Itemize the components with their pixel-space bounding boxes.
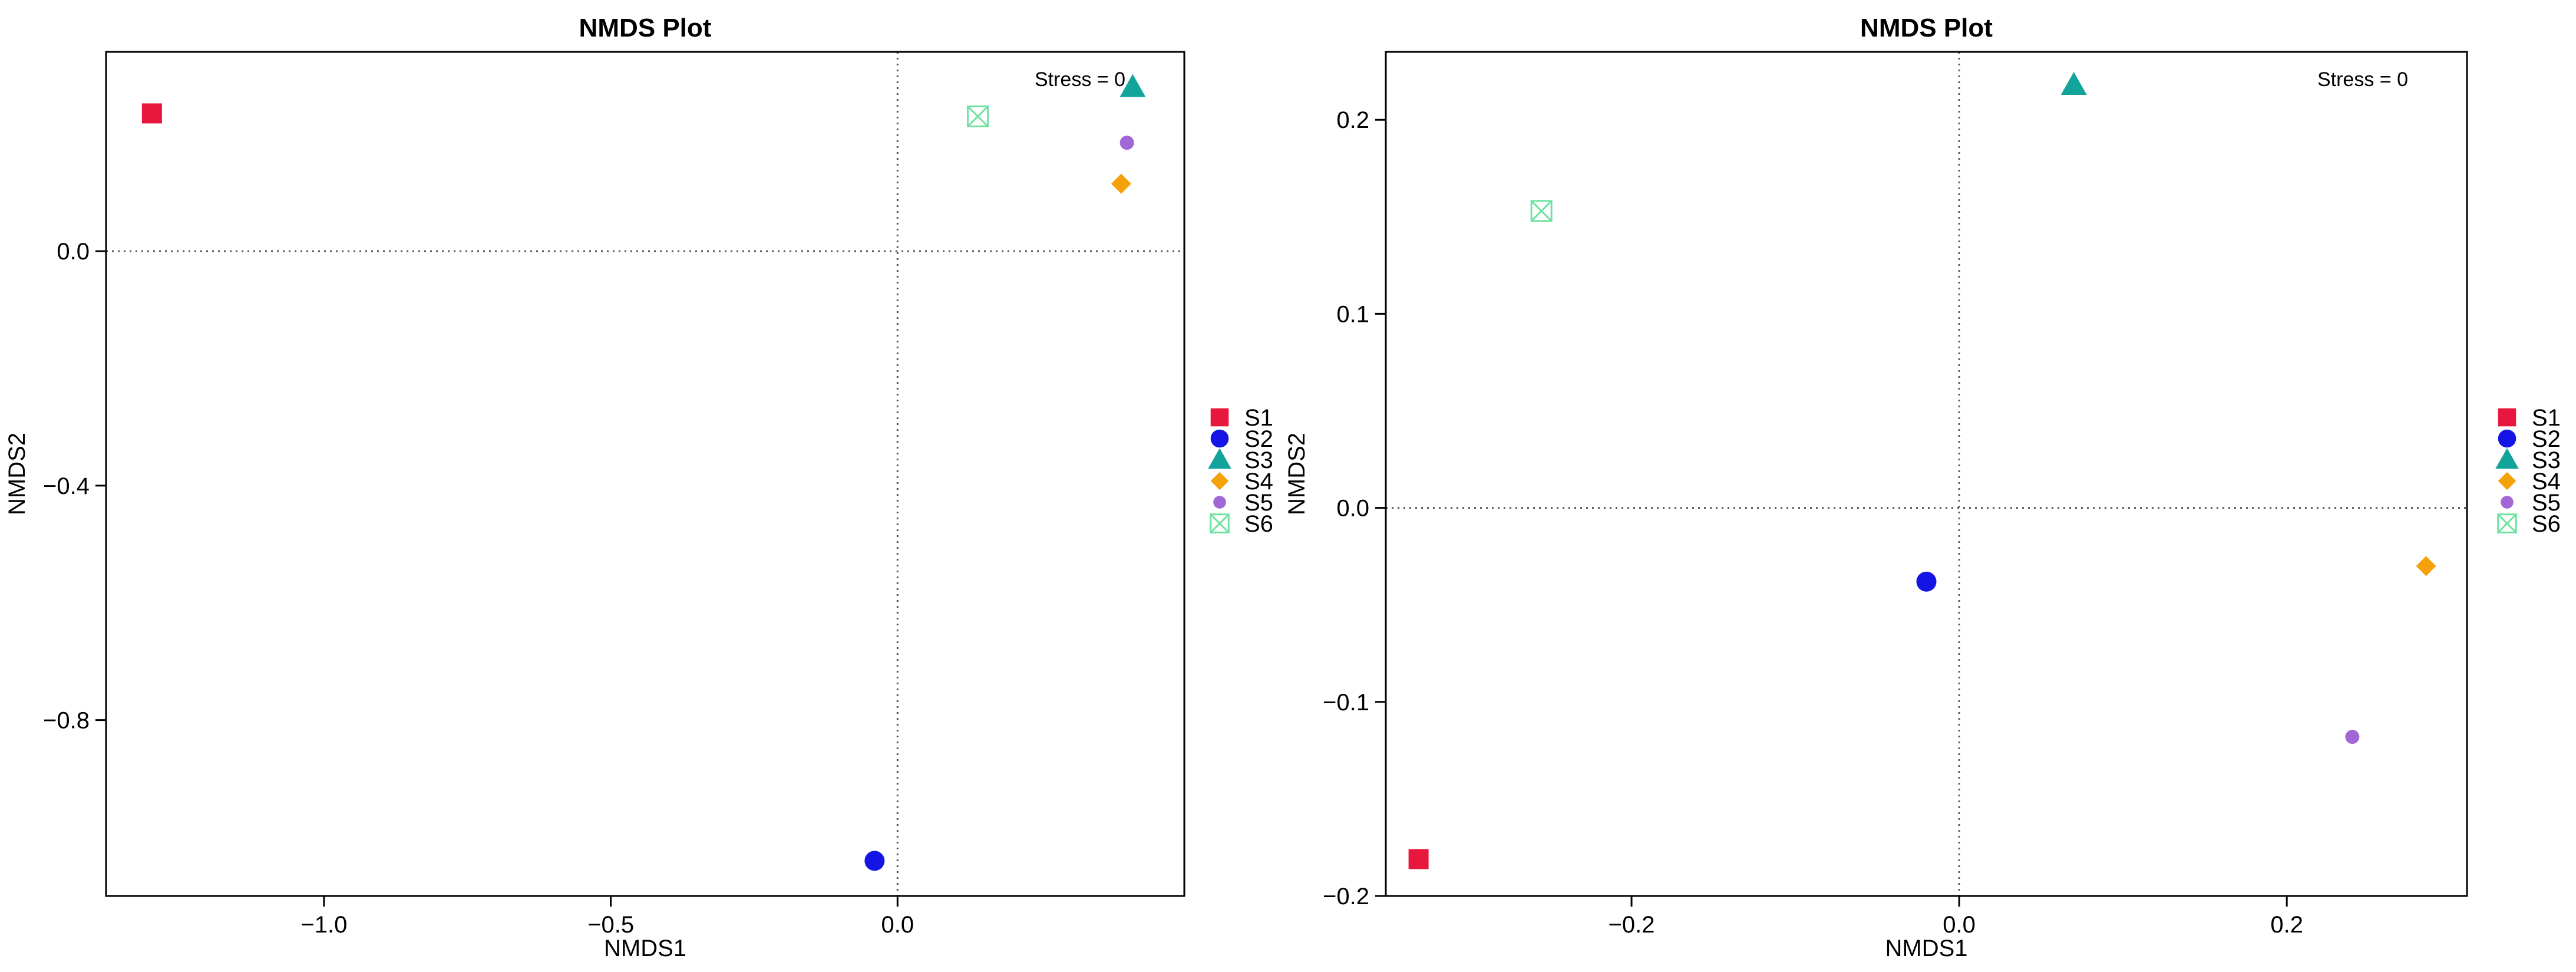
legend-label: S2 [1244, 426, 1273, 452]
y-tick-label: −0.1 [1323, 690, 1369, 716]
x-tick-label: −1.0 [300, 912, 347, 938]
x-tick-label: 0.0 [1943, 912, 1976, 938]
legend-marker-s3 [2495, 448, 2519, 469]
legend-label: S1 [1244, 405, 1273, 431]
point-s3 [2060, 71, 2087, 95]
legend-marker-s1 [1210, 408, 1229, 427]
nmds-panel-1: NMDS Plot −1.0 −0.5 0.0 0.0 −0.4 −0.8 NMDS1 NMDS… [4, 14, 1273, 961]
legend-label: S6 [1244, 511, 1273, 537]
point-s6 [1530, 200, 1553, 222]
legend-marker-s1 [2498, 408, 2516, 427]
legend-label: S1 [2532, 405, 2561, 431]
legend-marker-s6 [2497, 513, 2517, 533]
x-tick-label: −0.2 [1609, 912, 1655, 938]
legend-label: S5 [2532, 490, 2561, 516]
legend-marker-s4 [2498, 472, 2516, 490]
legend-marker-s5 [2501, 496, 2514, 509]
point-s2 [1916, 571, 1937, 592]
plot-frame [105, 51, 1185, 897]
legend-label: S3 [2532, 447, 2561, 473]
legend-label: S5 [1244, 490, 1273, 516]
legend-marker-s6 [1210, 513, 1230, 533]
legend-marker-s5 [1213, 496, 1226, 509]
y-tick-label: −0.2 [1323, 884, 1369, 910]
stress-annotation: Stress = 0 [1035, 68, 1125, 91]
point-s1 [1408, 849, 1429, 869]
y-tick-label: −0.4 [43, 473, 90, 499]
point-s1 [141, 103, 162, 124]
x-tick-label: −0.5 [587, 912, 634, 938]
legend-marker-s2 [2498, 429, 2516, 448]
nmds-panel-2: NMDS Plot −0.2 0.0 0.2 0.2 0.1 0.0 −0.1 −0.2 NMDS… [1284, 14, 2561, 961]
point-s5 [2345, 730, 2360, 744]
y-tick-label: 0.1 [1336, 301, 1369, 327]
x-axis-label: NMDS1 [1885, 935, 1967, 961]
plot-frame [1385, 51, 2468, 897]
y-axis-label: NMDS2 [1284, 433, 1310, 515]
point-s5 [1119, 136, 1134, 150]
legend-label: S6 [2532, 511, 2561, 537]
legend-label: S2 [2532, 426, 2561, 452]
legend-marker-s2 [1210, 429, 1229, 448]
point-s2 [864, 851, 885, 871]
legend-marker-s3 [1208, 448, 1231, 469]
legend-label: S4 [1244, 469, 1273, 495]
point-s3 [1119, 74, 1146, 97]
chart-title: NMDS Plot [579, 14, 712, 42]
legend-marker-s4 [1210, 472, 1229, 490]
point-s4 [1111, 173, 1131, 194]
y-tick-label: 0.0 [57, 239, 90, 265]
y-tick-label: 0.0 [1336, 496, 1369, 522]
legend-label: S4 [2532, 469, 2561, 495]
legend-label: S3 [1244, 447, 1273, 473]
x-axis-label: NMDS1 [604, 935, 686, 961]
x-tick-label: 0.0 [881, 912, 914, 938]
y-tick-label: 0.2 [1336, 107, 1369, 133]
y-tick-label: −0.8 [43, 708, 90, 734]
x-tick-label: 0.2 [2270, 912, 2303, 938]
stress-annotation: Stress = 0 [2317, 68, 2408, 91]
y-axis-label: NMDS2 [4, 433, 30, 515]
point-s6 [967, 105, 989, 127]
chart-title: NMDS Plot [1860, 14, 1993, 42]
point-s4 [2416, 556, 2436, 576]
